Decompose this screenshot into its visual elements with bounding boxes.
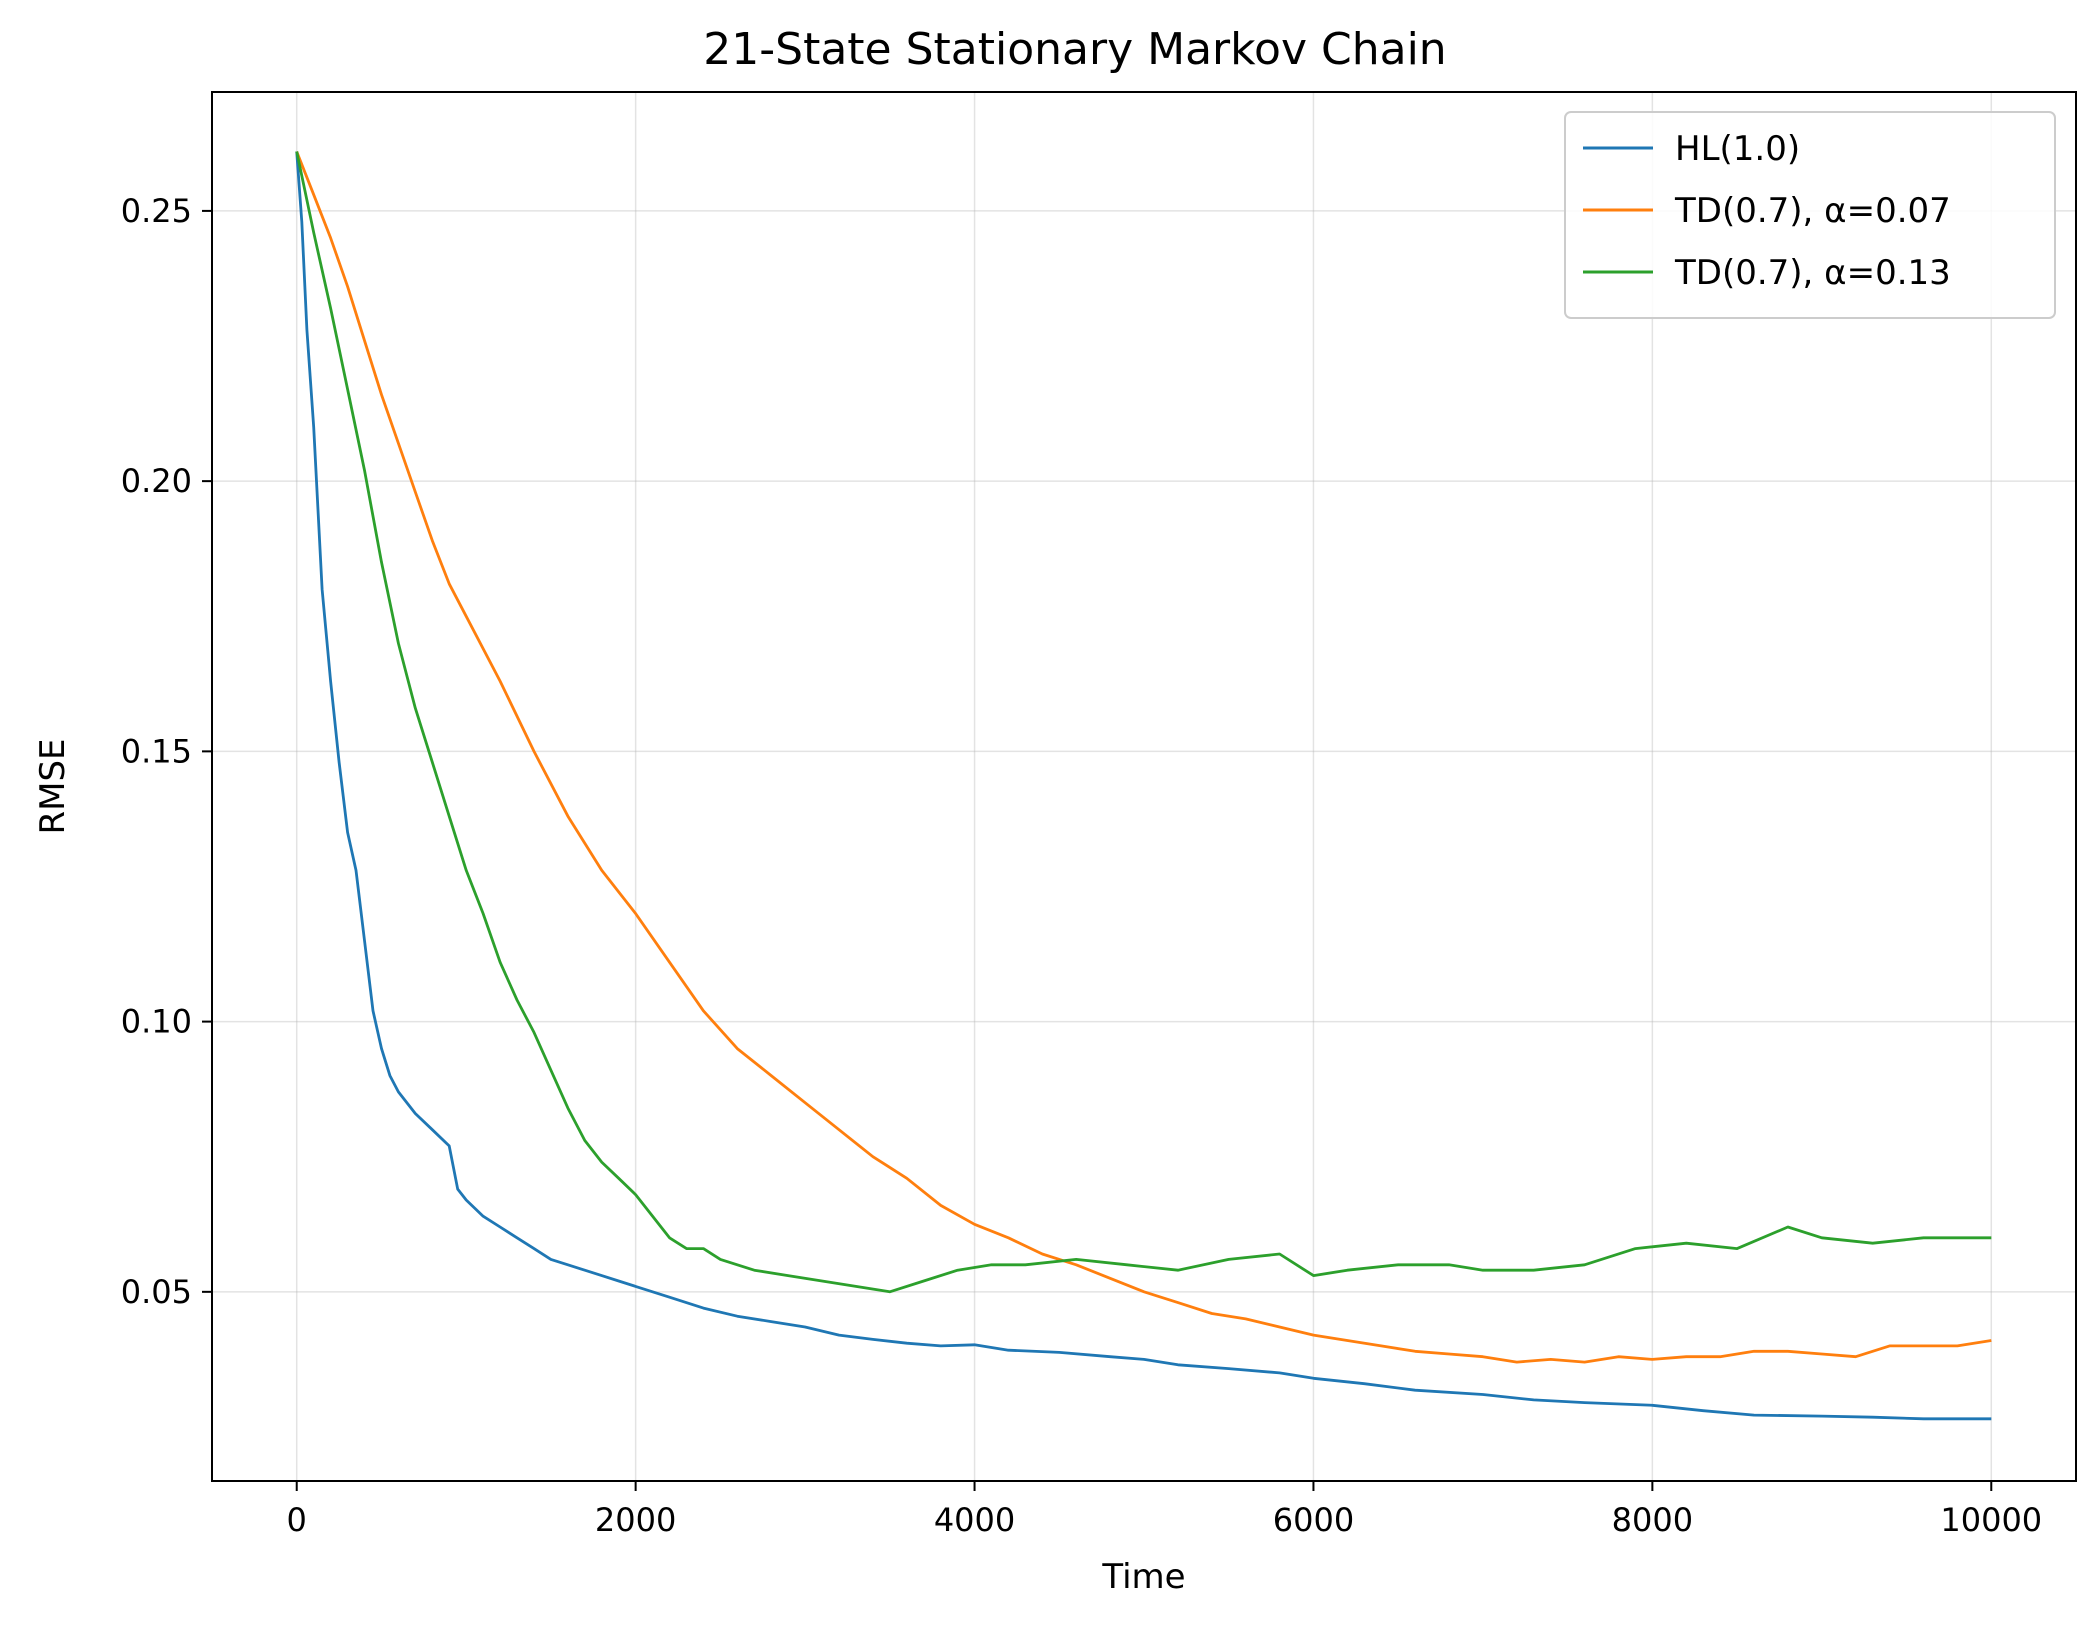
plot-area-frame [211, 91, 2077, 1482]
series-lines [295, 150, 1992, 1421]
y-tick-label: 0.10 [121, 1003, 192, 1041]
x-axis-label: Time [1101, 1557, 1185, 1597]
x-tick-label: 4000 [934, 1501, 1015, 1539]
legend-entry-label: HL(1.0) [1675, 129, 1800, 169]
y-tick-label: 0.20 [121, 462, 192, 500]
x-tick-label: 2000 [595, 1501, 676, 1539]
series-line-2 [295, 150, 1992, 1364]
y-axis-label: RMSE [33, 738, 73, 834]
legend-entry-label: TD(0.7), α=0.07 [1674, 191, 1951, 231]
y-tick-label: 0.25 [121, 192, 192, 230]
y-tick-label: 0.15 [121, 732, 192, 770]
legend-entry-label: TD(0.7), α=0.13 [1674, 253, 1951, 293]
x-tick-label: 8000 [1612, 1501, 1693, 1539]
x-tick-label: 6000 [1273, 1501, 1354, 1539]
series-line-1 [295, 151, 1992, 1421]
x-tick-label: 0 [287, 1501, 307, 1539]
x-tick-label: 10000 [1940, 1501, 2042, 1539]
series-line-3 [295, 151, 1992, 1294]
axis-ticks: 0 2000 4000 6000 8000 10000 0.05 0.10 0.15 0.20 0.… [121, 192, 2042, 1539]
legend-box [1564, 111, 2056, 319]
y-tick-label: 0.05 [121, 1273, 192, 1311]
chart-title: 21-State Stationary Markov Chain [703, 24, 1446, 75]
legend: HL(1.0) TD(0.7), α=0.07 TD(0.7), α=0.13 [1564, 111, 2056, 319]
